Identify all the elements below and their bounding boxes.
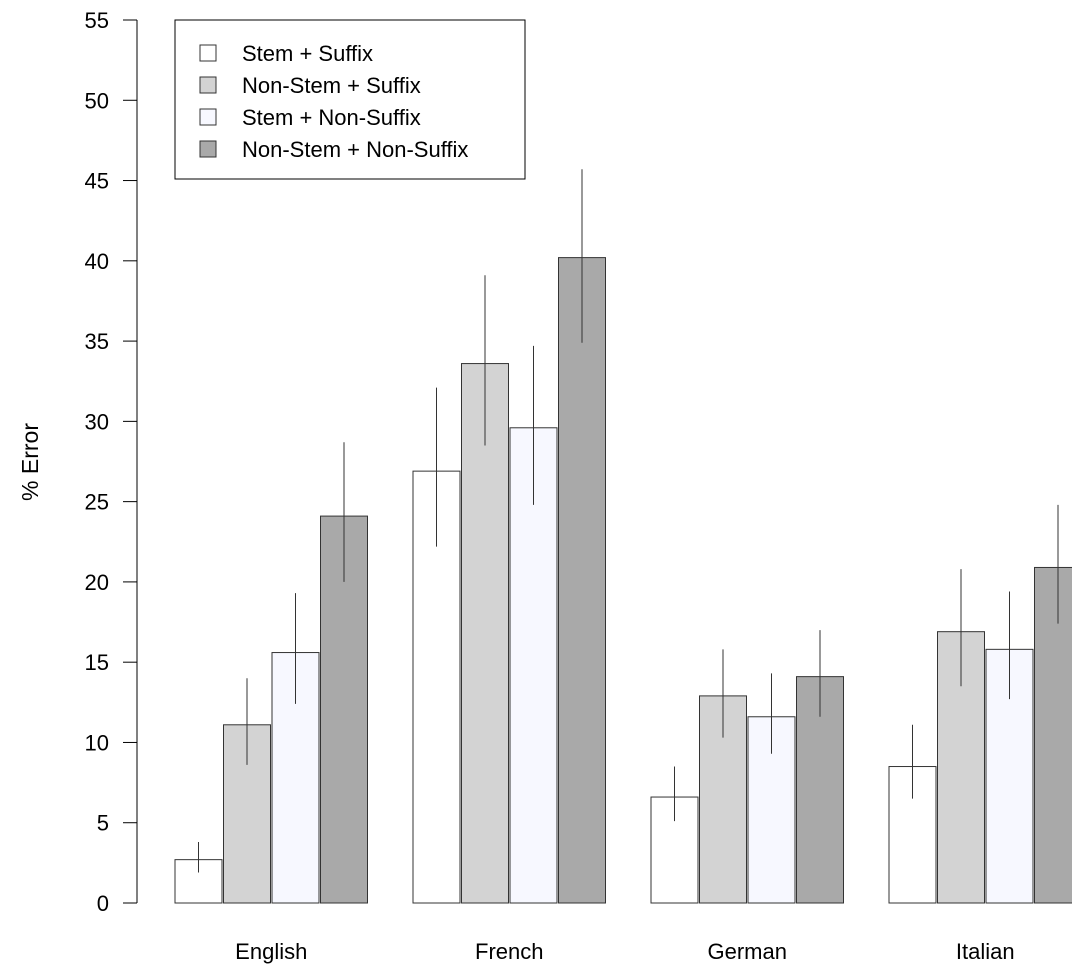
legend: Stem + Suffix Non-Stem + Suffix Stem + Non… [174, 19, 526, 180]
y-tick-label: 25 [85, 490, 109, 515]
bar [174, 859, 223, 904]
legend-swatch [199, 108, 217, 126]
y-tick-label: 10 [85, 730, 109, 755]
y-tick-label: 35 [85, 329, 109, 354]
legend-label: Non-Stem + Suffix [242, 73, 421, 98]
y-tick-label: 0 [97, 891, 109, 916]
legend-swatch [199, 140, 217, 158]
x-tick-label: French [475, 939, 543, 964]
legend-label: Non-Stem + Non-Suffix [242, 137, 468, 162]
x-tick-label: German [708, 939, 787, 964]
y-tick-label: 20 [85, 570, 109, 595]
y-axis-title: % Error [17, 423, 43, 501]
legend-swatch [199, 76, 217, 94]
y-tick-label: 40 [85, 249, 109, 274]
y-tick-label: 5 [97, 811, 109, 836]
bar [461, 363, 509, 904]
x-axis-labels: English French German Italian [235, 939, 1014, 964]
x-tick-label: Italian [956, 939, 1015, 964]
legend-swatch [199, 44, 217, 62]
bar [699, 695, 747, 904]
x-tick-label: English [235, 939, 307, 964]
y-tick-label: 55 [85, 8, 109, 33]
y-tick-label: 45 [85, 169, 109, 194]
y-axis: 0 5 10 15 20 25 30 35 40 45 50 55 [85, 8, 138, 916]
bar [1034, 566, 1072, 904]
bars [174, 169, 1072, 904]
legend-label: Stem + Suffix [242, 41, 373, 66]
y-tick-label: 50 [85, 88, 109, 113]
bar [509, 427, 558, 904]
legend-label: Stem + Non-Suffix [242, 105, 421, 130]
y-tick-label: 15 [85, 650, 109, 675]
legend-box [174, 19, 526, 180]
bar [558, 257, 606, 904]
y-tick-label: 30 [85, 409, 109, 434]
